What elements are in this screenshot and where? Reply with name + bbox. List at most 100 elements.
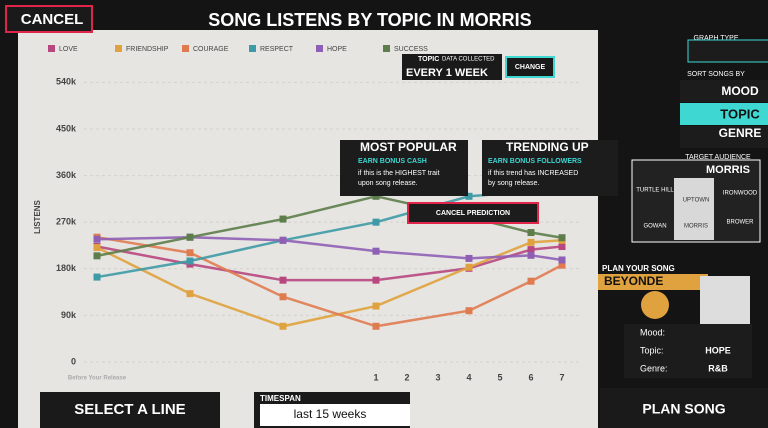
- field-label: Topic:: [640, 345, 664, 355]
- change-label: CHANGE: [515, 64, 546, 71]
- interval-box: [402, 54, 502, 80]
- data-point: [465, 263, 473, 271]
- legend-label: FRIENDSHIP: [126, 46, 169, 53]
- data-point: [527, 238, 535, 246]
- legend-swatch: [182, 45, 189, 52]
- x-tick-label: 6: [528, 372, 533, 382]
- data-point: [93, 252, 101, 260]
- sort-label: TOPIC: [720, 106, 760, 121]
- district: UPTOWN: [683, 198, 710, 204]
- data-point: [465, 307, 473, 315]
- district: GOWAN: [643, 224, 666, 230]
- timespan-dropdown[interactable]: [260, 404, 410, 426]
- x-tick-label: 2: [404, 372, 409, 382]
- select-line-bar: [40, 392, 220, 428]
- data-point: [279, 215, 287, 223]
- cancel-prediction-button[interactable]: [407, 202, 539, 224]
- legend-swatch: [249, 45, 256, 52]
- legend-label: COURAGE: [193, 46, 229, 53]
- popup-text: if this trend has INCREASED: [488, 170, 578, 177]
- plan-song-button[interactable]: [600, 388, 768, 428]
- data-point: [372, 192, 380, 200]
- cancel-prediction-label: CANCEL PREDICTION: [436, 210, 510, 217]
- data-point: [527, 229, 535, 237]
- cancel-button[interactable]: [5, 5, 93, 33]
- data-point: [93, 244, 101, 252]
- timespan-value: last 15 weeks: [294, 407, 367, 421]
- y-tick-label: 180k: [56, 263, 77, 273]
- graph-type-buttons[interactable]: [687, 39, 768, 63]
- headphones-icon: [641, 291, 669, 319]
- district-shape: [674, 178, 714, 240]
- field-value: HOPE: [705, 345, 731, 355]
- x-tick-label: 4: [466, 372, 471, 382]
- data-point: [279, 322, 287, 330]
- legend-swatch: [115, 45, 122, 52]
- data-point: [558, 234, 566, 242]
- field-label: Mood:: [640, 327, 665, 337]
- x-tick-label: Before Your Release: [68, 376, 127, 382]
- legend-swatch: [48, 45, 55, 52]
- artist-name: BEYONDE: [604, 274, 663, 288]
- topic-tag: TOPIC: [418, 56, 439, 63]
- x-tick-label: 3: [435, 372, 440, 382]
- y-axis-label: LISTENS: [33, 199, 42, 233]
- audience-name: MORRIS: [706, 164, 750, 176]
- sort-label: GENRE: [719, 126, 762, 140]
- artist-bar: [598, 274, 708, 290]
- sort-option[interactable]: [680, 80, 768, 102]
- legend-label: HOPE: [327, 46, 347, 53]
- popup-text: upon song release.: [358, 180, 418, 187]
- data-point: [527, 246, 535, 254]
- data-point: [558, 243, 566, 251]
- data-point: [372, 247, 380, 255]
- district: TURTLE HILL: [636, 188, 674, 194]
- legend-swatch: [316, 45, 323, 52]
- data-point: [465, 192, 473, 200]
- audience-heading: TARGET AUDIENCE: [685, 154, 751, 161]
- y-tick-label: 0: [71, 356, 76, 366]
- district: IRONWOOD: [723, 191, 758, 197]
- y-tick-label: 90k: [61, 310, 77, 320]
- sort-label: MOOD: [721, 84, 759, 98]
- field-value: R&B: [708, 363, 728, 373]
- legend-label: RESPECT: [260, 46, 294, 53]
- data-point: [558, 261, 566, 269]
- legend-swatch: [383, 45, 390, 52]
- cancel-label: CANCEL: [21, 11, 84, 28]
- data-point: [93, 273, 101, 281]
- data-point: [93, 235, 101, 243]
- data-point: [186, 290, 194, 298]
- data-point: [279, 293, 287, 301]
- data-point: [372, 276, 380, 284]
- y-tick-label: 540k: [56, 77, 77, 87]
- popup-text: by song release.: [488, 180, 539, 187]
- plot: LISTENS 0 90k 180k 270k 360k 450k 540k Before Yo…: [33, 45, 580, 382]
- graph-type-heading: GRAPH TYPE: [694, 35, 739, 42]
- y-tick-label: 360k: [56, 170, 77, 180]
- timespan-heading: TIMESPAN: [260, 394, 301, 403]
- change-button[interactable]: [505, 56, 555, 78]
- x-tick-label: 1: [373, 372, 378, 382]
- popup-text: if this is the HIGHEST trait: [358, 170, 440, 177]
- data-point: [279, 236, 287, 244]
- popup-title: TRENDING UP: [506, 140, 589, 154]
- x-tick-label: 5: [497, 372, 502, 382]
- data-point: [527, 251, 535, 259]
- sort-option-selected[interactable]: [680, 103, 768, 125]
- sort-option[interactable]: [680, 126, 768, 148]
- select-line: SELECT A LINE: [74, 401, 185, 418]
- data-point: [372, 322, 380, 330]
- data-point: [186, 233, 194, 241]
- plan-song-label: PLAN SONG: [642, 401, 725, 417]
- artist-portrait: [700, 276, 750, 326]
- data-point: [372, 302, 380, 310]
- popup-title: MOST POPULAR: [360, 140, 457, 154]
- interval: EVERY 1 WEEK: [406, 67, 488, 79]
- data-point: [558, 256, 566, 264]
- data-point: [186, 257, 194, 265]
- screen-title: SONG LISTENS BY TOPIC IN MORRIS: [208, 10, 531, 30]
- y-tick-label: 270k: [56, 217, 77, 227]
- popup-most-popular: [340, 140, 468, 196]
